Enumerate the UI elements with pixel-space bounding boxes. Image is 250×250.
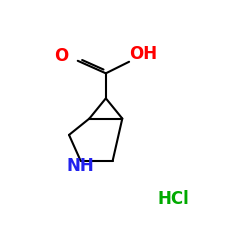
Text: OH: OH	[129, 45, 157, 63]
Text: NH: NH	[67, 157, 94, 175]
Text: HCl: HCl	[157, 190, 189, 208]
Text: O: O	[54, 47, 68, 65]
